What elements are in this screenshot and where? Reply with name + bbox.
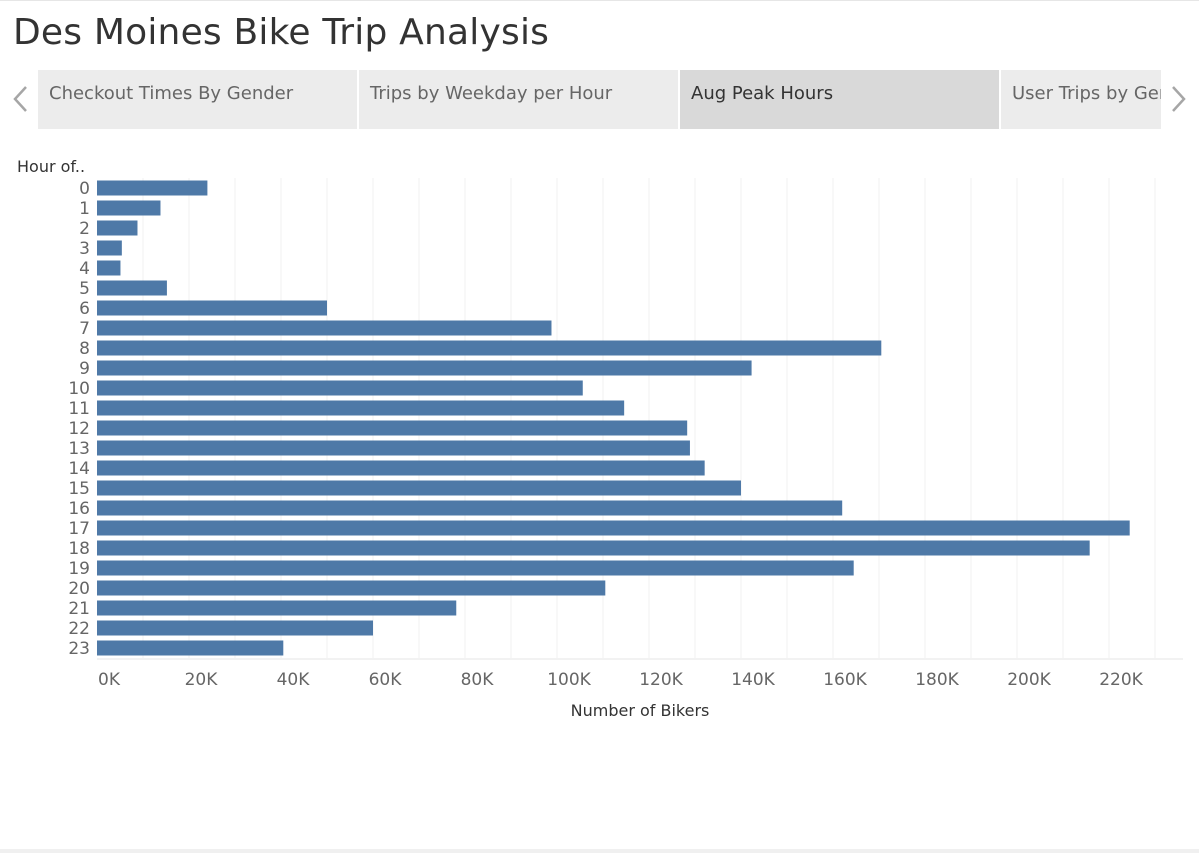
bar-hour-22	[97, 620, 373, 636]
y-tick-label: 4	[79, 259, 90, 279]
y-tick-label: 0	[79, 179, 90, 199]
x-axis-labels: 0K 20K 40K 60K 80K 100K 120K 140K 160K 180K 200K 22…	[98, 670, 1144, 690]
bar-hour-7	[97, 320, 552, 336]
bar-hour-21	[97, 600, 457, 616]
y-tick-label: 9	[79, 359, 90, 379]
x-tick-label: 80K	[461, 670, 495, 690]
tab-next-button[interactable]	[1169, 84, 1189, 114]
bar-hour-15	[97, 480, 741, 496]
x-tick-label: 200K	[1007, 670, 1051, 690]
tab-label: Aug Peak Hours	[691, 83, 834, 104]
y-tick-label: 23	[68, 639, 90, 659]
top-border	[0, 0, 1199, 1]
bar-hour-11	[97, 400, 625, 416]
y-tick-label: 20	[68, 579, 90, 599]
x-tick-label: 20K	[185, 670, 219, 690]
tab-trips-by-weekday-per-hour[interactable]: Trips by Weekday per Hour	[359, 70, 678, 129]
tab-label: Checkout Times By Gender	[49, 83, 294, 104]
y-tick-label: 3	[79, 239, 90, 259]
y-axis-title: Hour of..	[17, 157, 85, 176]
bar-hour-19	[97, 560, 854, 576]
tab-label: User Trips by Gender	[1012, 83, 1161, 104]
x-tick-label: 60K	[369, 670, 403, 690]
x-tick-label: 220K	[1099, 670, 1143, 690]
x-tick-label: 180K	[915, 670, 959, 690]
y-tick-label: 1	[79, 199, 90, 219]
y-tick-label: 13	[68, 439, 90, 459]
tab-checkout-times-by-gender[interactable]: Checkout Times By Gender	[38, 70, 357, 129]
tab-aug-peak-hours[interactable]: Aug Peak Hours	[680, 70, 999, 129]
y-tick-label: 6	[79, 299, 90, 319]
gridlines	[97, 178, 1183, 660]
tab-user-trips-by-gender[interactable]: User Trips by Gender	[1001, 70, 1161, 129]
y-tick-label: 22	[68, 619, 90, 639]
x-tick-label: 160K	[823, 670, 867, 690]
bar-hour-12	[97, 420, 688, 436]
y-tick-label: 11	[68, 399, 90, 419]
bar-hour-20	[97, 580, 606, 596]
bar-hour-2	[97, 220, 138, 236]
bar-hour-1	[97, 200, 161, 216]
tab-label: Trips by Weekday per Hour	[370, 83, 613, 104]
y-tick-label: 10	[68, 379, 90, 399]
y-tick-label: 12	[68, 419, 90, 439]
x-tick-label: 140K	[731, 670, 775, 690]
bar-hour-10	[97, 380, 583, 396]
bar-hour-23	[97, 640, 284, 656]
bar-hour-17	[97, 520, 1130, 536]
y-tick-label: 21	[68, 599, 90, 619]
bar-hour-3	[97, 240, 122, 256]
chevron-right-icon	[1172, 86, 1186, 112]
page-title: Des Moines Bike Trip Analysis	[13, 12, 550, 53]
bottom-border	[0, 849, 1199, 853]
y-tick-label: 18	[68, 539, 90, 559]
bar-hour-14	[97, 460, 705, 476]
y-tick-label: 5	[79, 279, 90, 299]
bar-hour-13	[97, 440, 690, 456]
chevron-left-icon	[13, 86, 27, 112]
bar-hour-4	[97, 260, 121, 276]
story-tab-strip: Checkout Times By Gender Trips by Weekda…	[38, 70, 1161, 129]
y-tick-label: 19	[68, 559, 90, 579]
bars	[97, 180, 1130, 656]
x-tick-label: 100K	[547, 670, 591, 690]
x-tick-label: 120K	[639, 670, 683, 690]
x-axis-title: Number of Bikers	[571, 701, 710, 720]
y-tick-label: 7	[79, 319, 90, 339]
bar-hour-16	[97, 500, 843, 516]
y-tick-label: 16	[68, 499, 90, 519]
bar-hour-5	[97, 280, 167, 296]
x-tick-label: 40K	[277, 670, 311, 690]
bar-hour-0	[97, 180, 208, 196]
tab-prev-button[interactable]	[10, 84, 30, 114]
y-tick-label: 2	[79, 219, 90, 239]
bar-hour-8	[97, 340, 882, 356]
bar-hour-9	[97, 360, 752, 376]
y-tick-label: 14	[68, 459, 90, 479]
bar-hour-18	[97, 540, 1090, 556]
bar-hour-6	[97, 300, 327, 316]
y-tick-label: 17	[68, 519, 90, 539]
y-tick-label: 15	[68, 479, 90, 499]
x-tick-label: 0K	[98, 670, 121, 690]
y-tick-label: 8	[79, 339, 90, 359]
